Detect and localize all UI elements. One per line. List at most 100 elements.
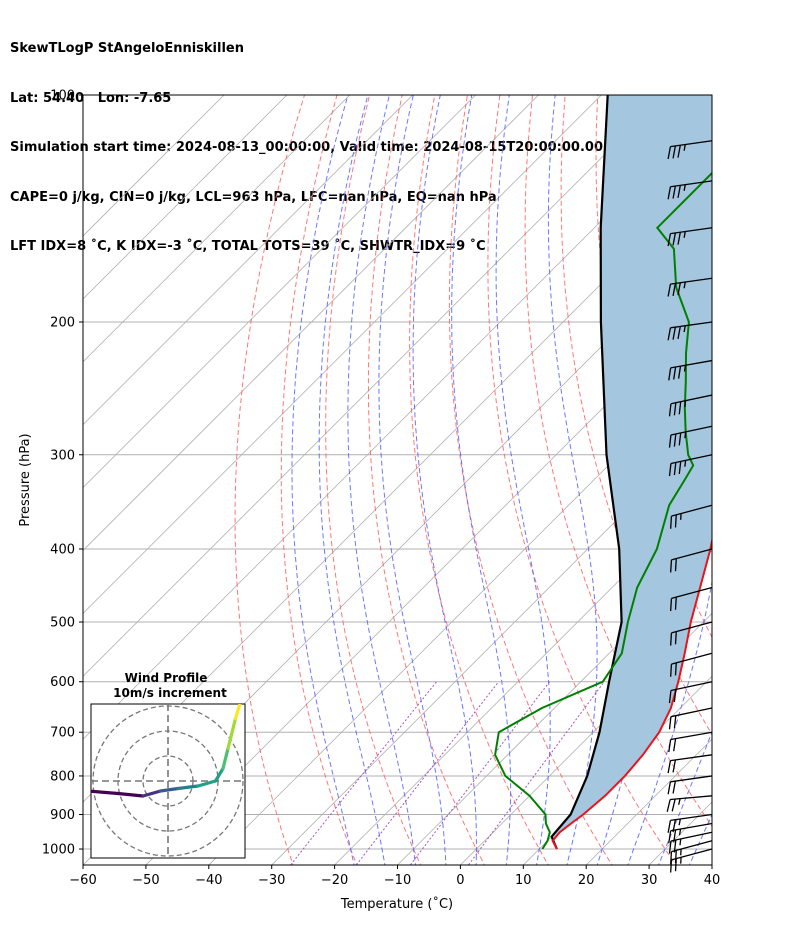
isotherm-line (711, 864, 712, 865)
wind-barb (670, 504, 713, 529)
wind-barb (667, 754, 713, 774)
x-axis-label: Temperature (˚C) (340, 896, 453, 912)
x-tick-label: 10 (515, 873, 532, 888)
barb-flag (668, 830, 672, 844)
barb-half-flag (684, 460, 687, 467)
barb-flag (670, 559, 673, 573)
barb-flag (668, 690, 672, 704)
hodograph-segment (226, 716, 238, 751)
wind-barb (667, 813, 713, 833)
y-tick-label: 300 (50, 448, 75, 463)
barb-flag (673, 715, 677, 729)
wind-barb (668, 425, 713, 448)
barb-flag (667, 233, 672, 247)
barb-flag (672, 232, 676, 246)
wind-barb (668, 707, 713, 730)
barb-shaft (670, 180, 713, 188)
barb-flag (673, 402, 677, 416)
barb-shaft (670, 731, 713, 741)
barb-flag (678, 401, 682, 415)
moist-adiabat-line (378, 95, 447, 865)
x-tick-label: −20 (321, 873, 348, 888)
dry-adiabat-line (728, 95, 794, 868)
barb-flag (673, 433, 677, 447)
hodograph-segment (213, 766, 225, 783)
y-tick-label: 600 (50, 675, 75, 690)
barb-half-flag (683, 281, 686, 289)
isotherm-line (271, 424, 712, 865)
hodograph-segment (196, 779, 218, 788)
barb-flag (667, 781, 672, 795)
barb-flag (677, 232, 681, 245)
barb-flag (672, 780, 676, 794)
barb-flag (667, 146, 672, 160)
barb-flag (668, 434, 672, 448)
y-tick-label: 700 (50, 726, 75, 741)
wind-profile-inset: Wind Profile 10m/s increment (90, 671, 246, 859)
barb-flag (667, 820, 672, 833)
barb-shaft (671, 548, 713, 561)
dry-adiabat-line (448, 95, 613, 865)
barb-shaft (671, 840, 713, 853)
barb-shaft (670, 227, 713, 235)
y-tick-label: 500 (50, 616, 75, 631)
y-tick-label: 900 (50, 808, 75, 823)
hodograph-segment (221, 746, 230, 771)
barb-flag (673, 839, 677, 853)
barb-shaft (670, 831, 713, 842)
isotherm-line (334, 487, 712, 865)
barb-half-flag (683, 325, 686, 333)
barb-flag (673, 738, 677, 752)
dry-adiabat-line (367, 95, 486, 865)
wind-barb (668, 454, 713, 477)
profiles-layer (494, 95, 712, 850)
wind-barb (667, 321, 713, 341)
barb-shaft (670, 394, 713, 405)
chart-header: SkewTLogP StAngeloEnniskillen Lat: 54.40… (10, 8, 603, 272)
barb-flag (670, 851, 673, 865)
wind-barbs (666, 140, 713, 873)
y-tick-label: 800 (50, 769, 75, 784)
x-tick-label: 0 (456, 873, 464, 888)
barb-flag (674, 558, 677, 572)
isotherm-line (208, 361, 712, 865)
y-tick-label: 200 (50, 315, 75, 330)
dry-adiabat-line (761, 95, 794, 868)
wind-barb (670, 621, 713, 646)
barb-half-flag (679, 838, 682, 846)
moist-adiabat-line (719, 78, 794, 868)
barb-flag (672, 819, 676, 833)
x-tick-label: 40 (704, 873, 721, 888)
barb-shaft (671, 621, 713, 634)
y-tick-label: 100 (50, 89, 75, 104)
barb-shaft (670, 813, 713, 822)
hodograph-subtitle: 10m/s increment (113, 686, 227, 700)
mixing-ratio-line (355, 681, 499, 865)
wind-barb (670, 652, 713, 677)
barb-flag (673, 829, 677, 843)
x-tick-label: −30 (258, 873, 285, 888)
temperature-profile-line (551, 536, 712, 850)
isotherm-line (83, 95, 602, 614)
barb-flag (674, 514, 677, 528)
wind-barb (668, 681, 713, 704)
mixing-ratio-line (467, 681, 605, 865)
barb-half-flag (683, 184, 686, 192)
dry-adiabat-line (409, 95, 549, 865)
barb-flag (677, 326, 681, 339)
x-tick-label: −10 (384, 873, 411, 888)
dry-adiabat-line (234, 95, 305, 865)
barb-flag (672, 327, 676, 340)
barb-flag (677, 282, 681, 296)
hodograph-segment (233, 704, 242, 721)
moist-adiabat-line (318, 95, 386, 865)
barb-flag (668, 716, 672, 730)
isotherm-line (83, 95, 288, 300)
hodograph-title: Wind Profile (125, 671, 208, 685)
barb-flag (668, 739, 672, 753)
wind-barb (668, 359, 713, 381)
barb-flag (667, 760, 672, 774)
y-tick-label: 1000 (42, 843, 75, 858)
isotherm-line (83, 95, 351, 363)
isotherm-line (83, 95, 477, 489)
